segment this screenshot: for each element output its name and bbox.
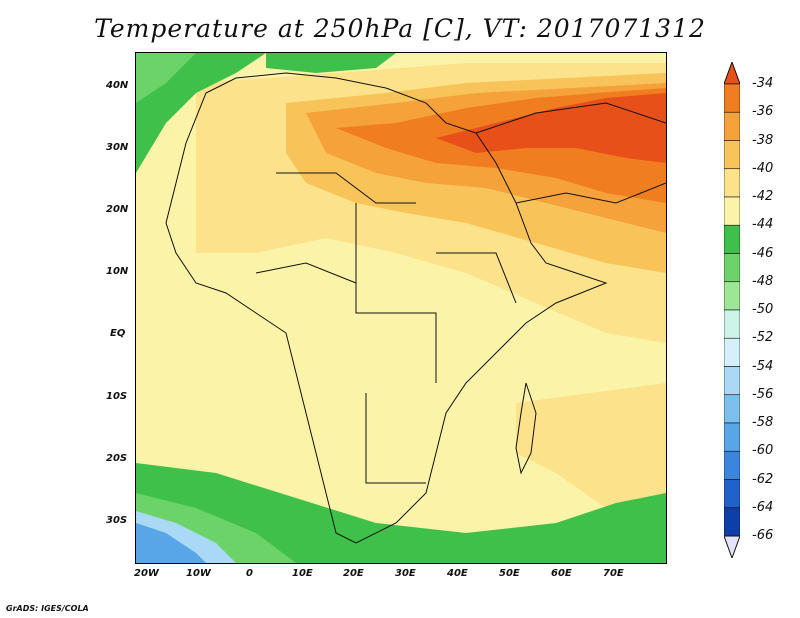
- y-axis-label: EQ: [110, 328, 126, 339]
- x-axis-label: 20W: [134, 568, 159, 579]
- colorbar-tick-label: -60: [752, 443, 774, 459]
- colorbar-tick-label: -46: [752, 245, 774, 261]
- colorbar-segment: [724, 309, 740, 339]
- colorbar-segment: [724, 394, 740, 424]
- y-axis-label: 10S: [106, 391, 128, 402]
- map-title: Temperature at 250hPa [C], VT: 201707131…: [94, 14, 706, 43]
- map-canvas: [136, 53, 666, 563]
- colorbar-tick-label: -64: [752, 499, 774, 515]
- colorbar-segment: [724, 366, 740, 396]
- band-minus-46-north: [136, 53, 266, 173]
- x-axis-label: 60E: [551, 568, 572, 579]
- y-axis-label: 40N: [106, 80, 129, 91]
- colorbar-under-triangle: [724, 535, 740, 558]
- x-axis-label: 50E: [499, 568, 520, 579]
- colorbar-tick-label: -38: [752, 132, 774, 148]
- y-axis-label: 10N: [106, 266, 129, 277]
- colorbar-segment: [724, 479, 740, 509]
- band-minus-48-north: [136, 53, 196, 103]
- colorbar-tick-label: -40: [752, 160, 774, 176]
- colorbar-segment: [724, 507, 740, 537]
- colorbar-tick-label: -36: [752, 104, 774, 120]
- colorbar-tick-label: -62: [752, 471, 774, 487]
- colorbar-tick-label: -54: [752, 358, 774, 374]
- colorbar-tick-label: -44: [752, 217, 774, 233]
- colorbar-tick-label: -50: [752, 302, 774, 317]
- colorbar-tick-label: -42: [752, 189, 774, 204]
- colorbar-segment: [724, 196, 740, 226]
- colorbar-segment: [724, 168, 740, 198]
- colorbar-segment: [724, 422, 740, 452]
- colorbar-segment: [724, 337, 740, 367]
- band-minus-42-south: [516, 383, 666, 513]
- x-axis-label: 20E: [343, 568, 364, 579]
- colorbar-tick-label: -48: [752, 273, 774, 289]
- colorbar-segment: [724, 224, 740, 254]
- colorbar-segment: [724, 83, 740, 113]
- x-axis-label: 10W: [186, 568, 211, 579]
- colorbar-segment: [724, 450, 740, 480]
- temperature-map: [135, 52, 667, 564]
- band-minus-46-south: [136, 463, 666, 563]
- colorbar-segment: [724, 253, 740, 283]
- colorbar-tick-label: -56: [752, 386, 774, 402]
- x-axis-label: 40E: [447, 568, 468, 579]
- colorbar-tick-label: -52: [752, 330, 774, 346]
- colorbar-tick-label: -58: [752, 415, 774, 430]
- band-minus-34: [436, 93, 666, 163]
- colorbar-tick-label: -34: [752, 76, 774, 91]
- x-axis-label: 30E: [395, 568, 416, 579]
- coastlines: [165, 72, 666, 544]
- colorbar-segment: [724, 111, 740, 141]
- y-axis-label: 30S: [106, 515, 128, 526]
- colorbar-over-triangle: [724, 62, 740, 85]
- y-axis-label: 20S: [106, 453, 128, 464]
- colorbar: [724, 62, 740, 558]
- colorbar-segment: [724, 281, 740, 311]
- y-axis-label: 20N: [106, 204, 129, 215]
- x-axis-label: 10E: [292, 568, 313, 579]
- x-axis-label: 70E: [603, 568, 624, 579]
- colorbar-tick-label: -66: [752, 528, 774, 543]
- band-minus-60-south: [136, 523, 206, 563]
- y-axis-label: 30N: [106, 142, 129, 153]
- band-minus-46-med: [266, 53, 396, 73]
- colorbar-segment: [724, 140, 740, 170]
- x-axis-label: 0: [246, 568, 253, 579]
- footer-credit: GrADS: IGES/COLA: [6, 604, 89, 613]
